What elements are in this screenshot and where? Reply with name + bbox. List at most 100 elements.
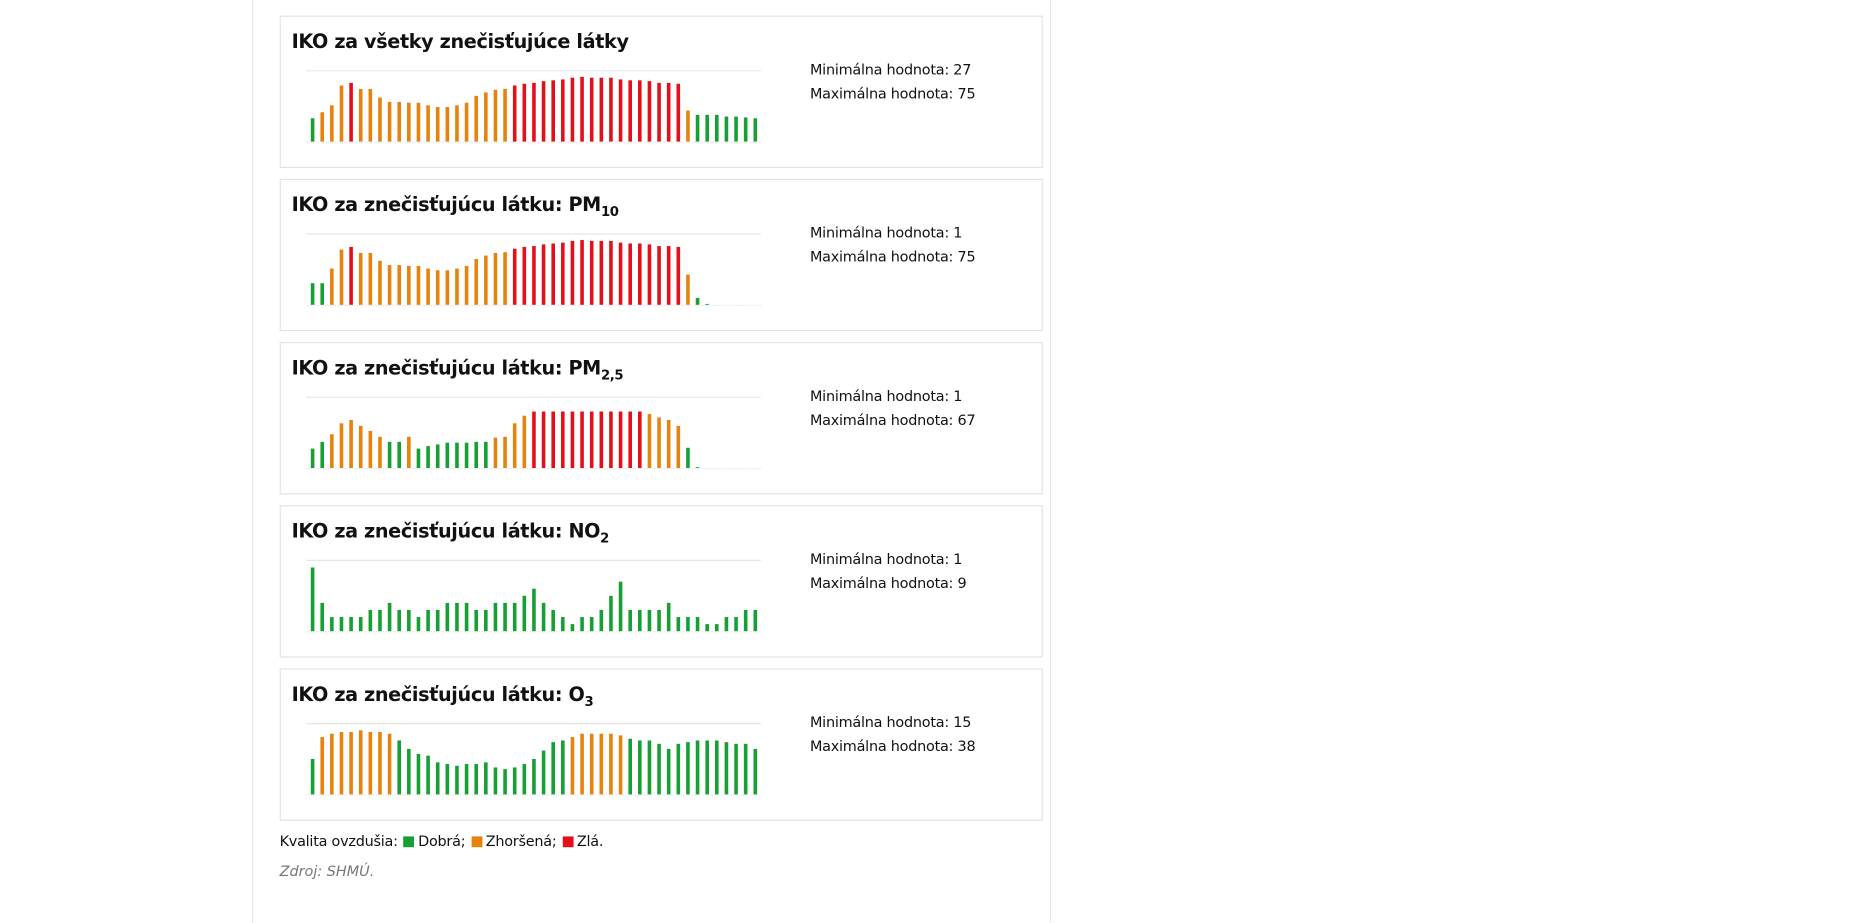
stat-label: Maximálna hodnota: [810, 248, 954, 266]
bar [407, 609, 411, 632]
bar [657, 417, 661, 469]
bar [387, 602, 392, 632]
stat-value: 15 [953, 714, 972, 731]
bar [426, 105, 430, 142]
bar [310, 118, 315, 142]
bar [541, 602, 546, 632]
bar [551, 411, 555, 469]
stat-value: 9 [957, 574, 967, 592]
bar [387, 441, 392, 469]
bar [609, 411, 613, 469]
bar [743, 743, 748, 795]
bar [618, 242, 623, 305]
legend-swatch [562, 836, 574, 848]
bar [638, 740, 642, 795]
bar [618, 411, 623, 469]
bar [484, 441, 488, 469]
bar [474, 764, 479, 795]
bar [339, 423, 344, 469]
bar [435, 762, 440, 795]
bar [416, 617, 421, 632]
bar [532, 82, 536, 142]
bar [638, 609, 642, 632]
bar [368, 732, 373, 795]
bar [570, 624, 575, 632]
bar [532, 246, 536, 305]
bar [599, 609, 604, 632]
bar [455, 442, 459, 469]
panel: IKO za znečisťujúcu látku: PM2,5 Minimáln… [279, 342, 1043, 495]
bar [580, 411, 584, 469]
bar [512, 602, 517, 632]
bar [676, 425, 681, 469]
stat-value: 1 [953, 550, 963, 568]
bar [599, 240, 604, 305]
chart [306, 70, 761, 143]
panel-title: IKO za znečisťujúcu látku: PM10 [292, 193, 619, 220]
bar [378, 260, 382, 305]
bar [378, 609, 382, 632]
bar [743, 117, 748, 142]
bar [474, 259, 479, 305]
bar [541, 750, 546, 795]
bar [358, 88, 363, 142]
bar [445, 270, 450, 305]
stat: Minimálna hodnota: 15 [810, 714, 971, 731]
column-border [1050, 0, 1052, 923]
bar [368, 252, 373, 305]
bar [522, 246, 527, 305]
bar [753, 118, 758, 142]
bar [580, 617, 584, 632]
panel: IKO za znečisťujúcu látku: NO2 Minimálna … [279, 505, 1043, 658]
bar [484, 92, 488, 142]
bar [541, 411, 546, 469]
bar [561, 740, 565, 795]
stat: Minimálna hodnota: 27 [810, 61, 971, 78]
bar [715, 740, 719, 795]
bar [426, 755, 430, 795]
bar [416, 265, 421, 305]
bar [464, 265, 469, 305]
panel-title: IKO za všetky znečisťujúce látky [292, 30, 629, 53]
bar [378, 97, 382, 142]
bar [320, 737, 325, 795]
bar [426, 268, 430, 305]
bar [647, 81, 652, 142]
bar [387, 733, 392, 795]
bar [666, 246, 671, 305]
bar [320, 283, 325, 305]
stat-value: 75 [957, 248, 976, 266]
bar [484, 762, 488, 795]
stat-label: Maximálna hodnota: [810, 85, 954, 103]
bar [609, 240, 613, 305]
bar [638, 243, 642, 305]
bar [647, 609, 652, 632]
panel-title: IKO za znečisťujúcu látku: O3 [292, 683, 594, 710]
chart [306, 559, 761, 633]
bar [695, 740, 700, 795]
bar [715, 624, 719, 632]
bar [484, 609, 488, 632]
bar [339, 85, 344, 142]
bar [753, 609, 758, 632]
column-border [252, 0, 254, 923]
bar [368, 609, 373, 632]
bar [715, 114, 719, 142]
bar [628, 80, 632, 142]
bar [330, 617, 334, 632]
bar [628, 609, 632, 632]
bar [435, 107, 440, 142]
bar [676, 743, 681, 795]
stat: Maximálna hodnota: 38 [810, 738, 976, 755]
bar [445, 764, 450, 795]
title-text: IKO za všetky znečisťujúce látky [291, 30, 629, 53]
chart [306, 723, 761, 796]
bar [657, 246, 661, 305]
bar [416, 753, 421, 795]
bar [474, 441, 479, 469]
bar [609, 595, 613, 632]
bar [512, 767, 517, 795]
bar [532, 588, 536, 632]
title-text: IKO za znečisťujúcu látku: PM [291, 193, 602, 217]
bar [532, 759, 536, 795]
